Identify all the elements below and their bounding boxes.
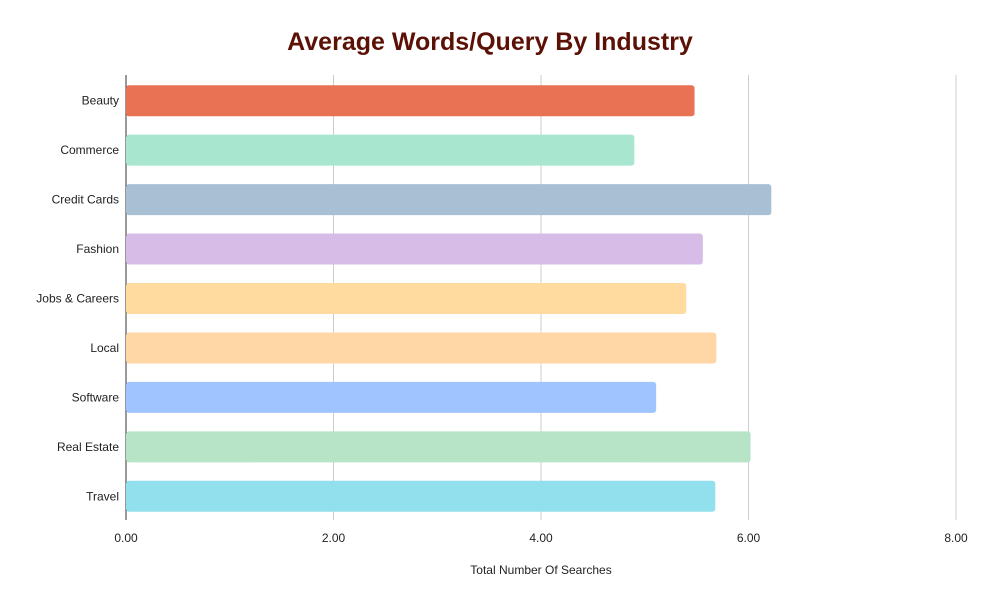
y-tick-label: Real Estate bbox=[57, 440, 119, 454]
y-tick-label: Beauty bbox=[82, 94, 119, 108]
y-tick-label: Local bbox=[90, 341, 119, 355]
y-tick-label: Travel bbox=[86, 489, 119, 503]
x-tick-label: 6.00 bbox=[737, 531, 761, 545]
bar-software bbox=[126, 381, 657, 413]
x-tick-label: 0.00 bbox=[114, 531, 138, 545]
x-tick-label: 4.00 bbox=[529, 531, 553, 545]
bar-credit-cards bbox=[126, 184, 772, 216]
bar-fashion bbox=[126, 233, 703, 265]
y-tick-label: Fashion bbox=[76, 242, 119, 256]
x-tick-label: 2.00 bbox=[322, 531, 346, 545]
x-tick-label: 8.00 bbox=[944, 531, 968, 545]
y-tick-label: Credit Cards bbox=[52, 193, 119, 207]
y-tick-label: Jobs & Careers bbox=[36, 292, 119, 306]
x-axis-title: Total Number Of Searches bbox=[470, 563, 611, 577]
bar-real-estate bbox=[126, 431, 751, 463]
y-tick-label: Commerce bbox=[60, 143, 119, 157]
bar-local bbox=[126, 332, 717, 364]
bar-jobs-careers bbox=[126, 283, 687, 314]
bar-travel bbox=[126, 480, 716, 512]
y-tick-label: Software bbox=[72, 390, 120, 404]
bar-commerce bbox=[126, 134, 635, 166]
chart-title: Average Words/Query By Industry bbox=[287, 28, 693, 56]
bar-beauty bbox=[126, 85, 695, 117]
